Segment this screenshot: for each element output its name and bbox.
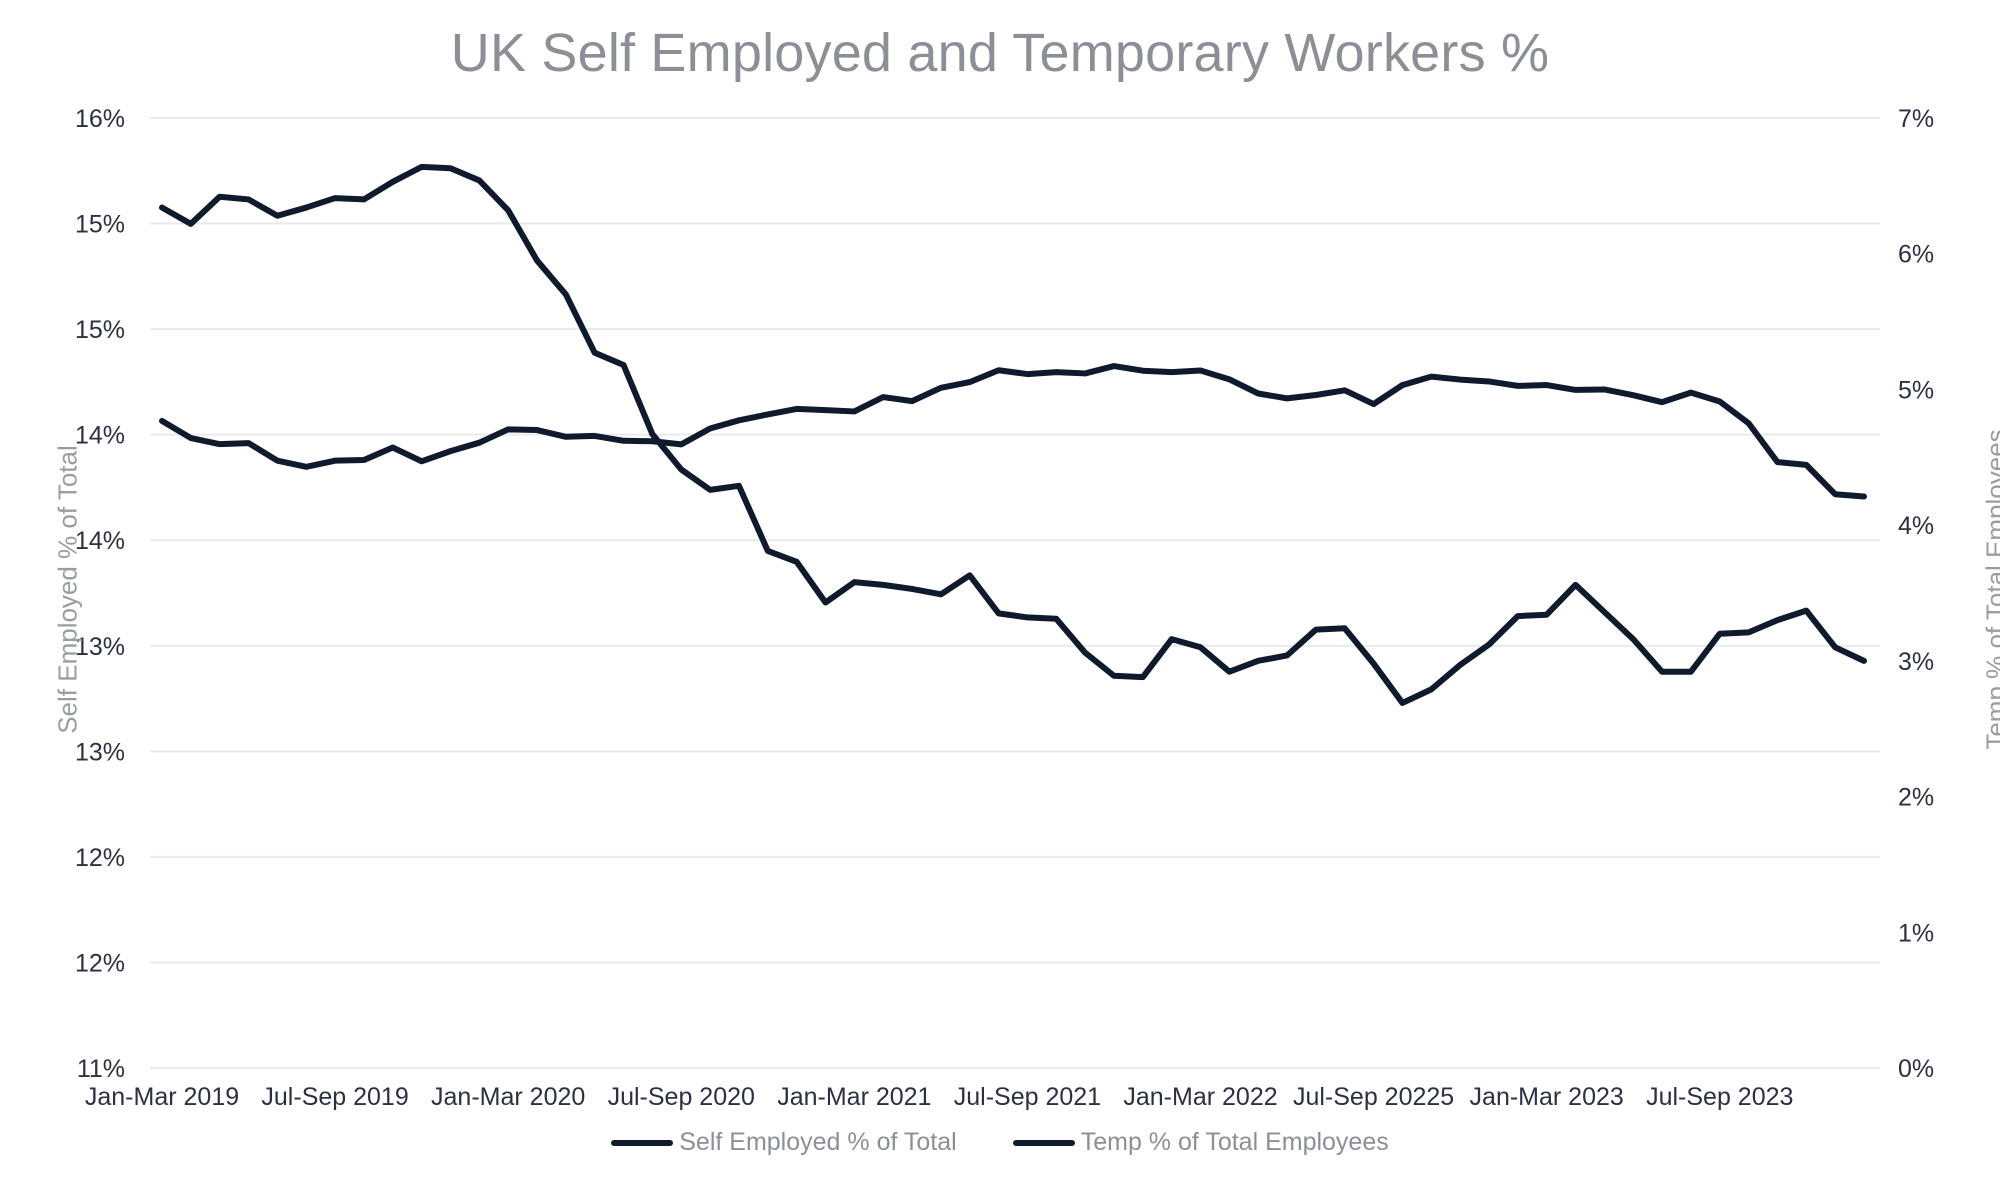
left-axis-tick-label: 11% (77, 1055, 125, 1083)
x-axis-tick-label: Jan-Mar 2022 (1123, 1083, 1277, 1111)
right-axis-tick-label: 2% (1898, 784, 1934, 812)
left-axis-title: Self Employed % of Total (53, 390, 84, 790)
right-axis-tick-label: 6% (1898, 241, 1934, 269)
left-axis-tick-label: 16% (75, 105, 125, 133)
x-axis-tick-label: Jul-Sep 2020 (608, 1083, 755, 1111)
grid-layer (150, 118, 1880, 1068)
left-axis-tick-label: 12% (75, 949, 125, 977)
legend-item-temp: Temp % of Total Employees (1013, 1128, 1389, 1157)
right-axis-tick-label: 1% (1898, 919, 1934, 947)
right-axis-title: Temp % of Total Employees (1981, 360, 2000, 820)
legend-label-self-employed: Self Employed % of Total (679, 1128, 956, 1157)
x-axis-tick-label: Jul-Sep 2019 (261, 1083, 408, 1111)
x-axis-tick-label: Jan-Mar 2021 (777, 1083, 931, 1111)
x-axis-tick-label: Jul-Sep 2023 (1646, 1083, 1793, 1111)
right-axis-tick-label: 4% (1898, 512, 1934, 540)
right-axis-ticks: 0% 1% 2% 3% 4% 5% 6% 7% (1898, 105, 1934, 1083)
chart-title: UK Self Employed and Temporary Workers % (0, 22, 2000, 84)
legend-label-temp: Temp % of Total Employees (1081, 1128, 1389, 1157)
x-axis-ticks: Jan-Mar 2019 Jul-Sep 2019 Jan-Mar 2020 Jul-… (85, 1083, 1794, 1111)
right-axis-tick-label: 7% (1898, 105, 1934, 133)
left-axis-tick-label: 15% (75, 211, 125, 239)
x-axis-tick-label: Jul-Sep 2021 (954, 1083, 1101, 1111)
left-axis-tick-label: 12% (75, 844, 125, 872)
legend: Self Employed % of Total Temp % of Total… (0, 1128, 2000, 1157)
right-axis-tick-label: 5% (1898, 376, 1934, 404)
legend-swatch-self-employed (611, 1140, 673, 1146)
x-axis-tick-label: Jan-Mar 2023 (1470, 1083, 1624, 1111)
x-axis-tick-label: Jan-Mar 2020 (431, 1083, 585, 1111)
x-axis-tick-label: Jan-Mar 2019 (85, 1083, 239, 1111)
right-axis-tick-label: 3% (1898, 648, 1934, 676)
series-line-self-employed (162, 366, 1864, 496)
legend-swatch-temp (1013, 1140, 1075, 1146)
left-axis-tick-label: 15% (75, 316, 125, 344)
right-axis-tick-label: 0% (1898, 1055, 1934, 1083)
legend-item-self-employed: Self Employed % of Total (611, 1128, 956, 1157)
x-axis-tick-label: Jul-Sep 20225 (1293, 1083, 1454, 1111)
